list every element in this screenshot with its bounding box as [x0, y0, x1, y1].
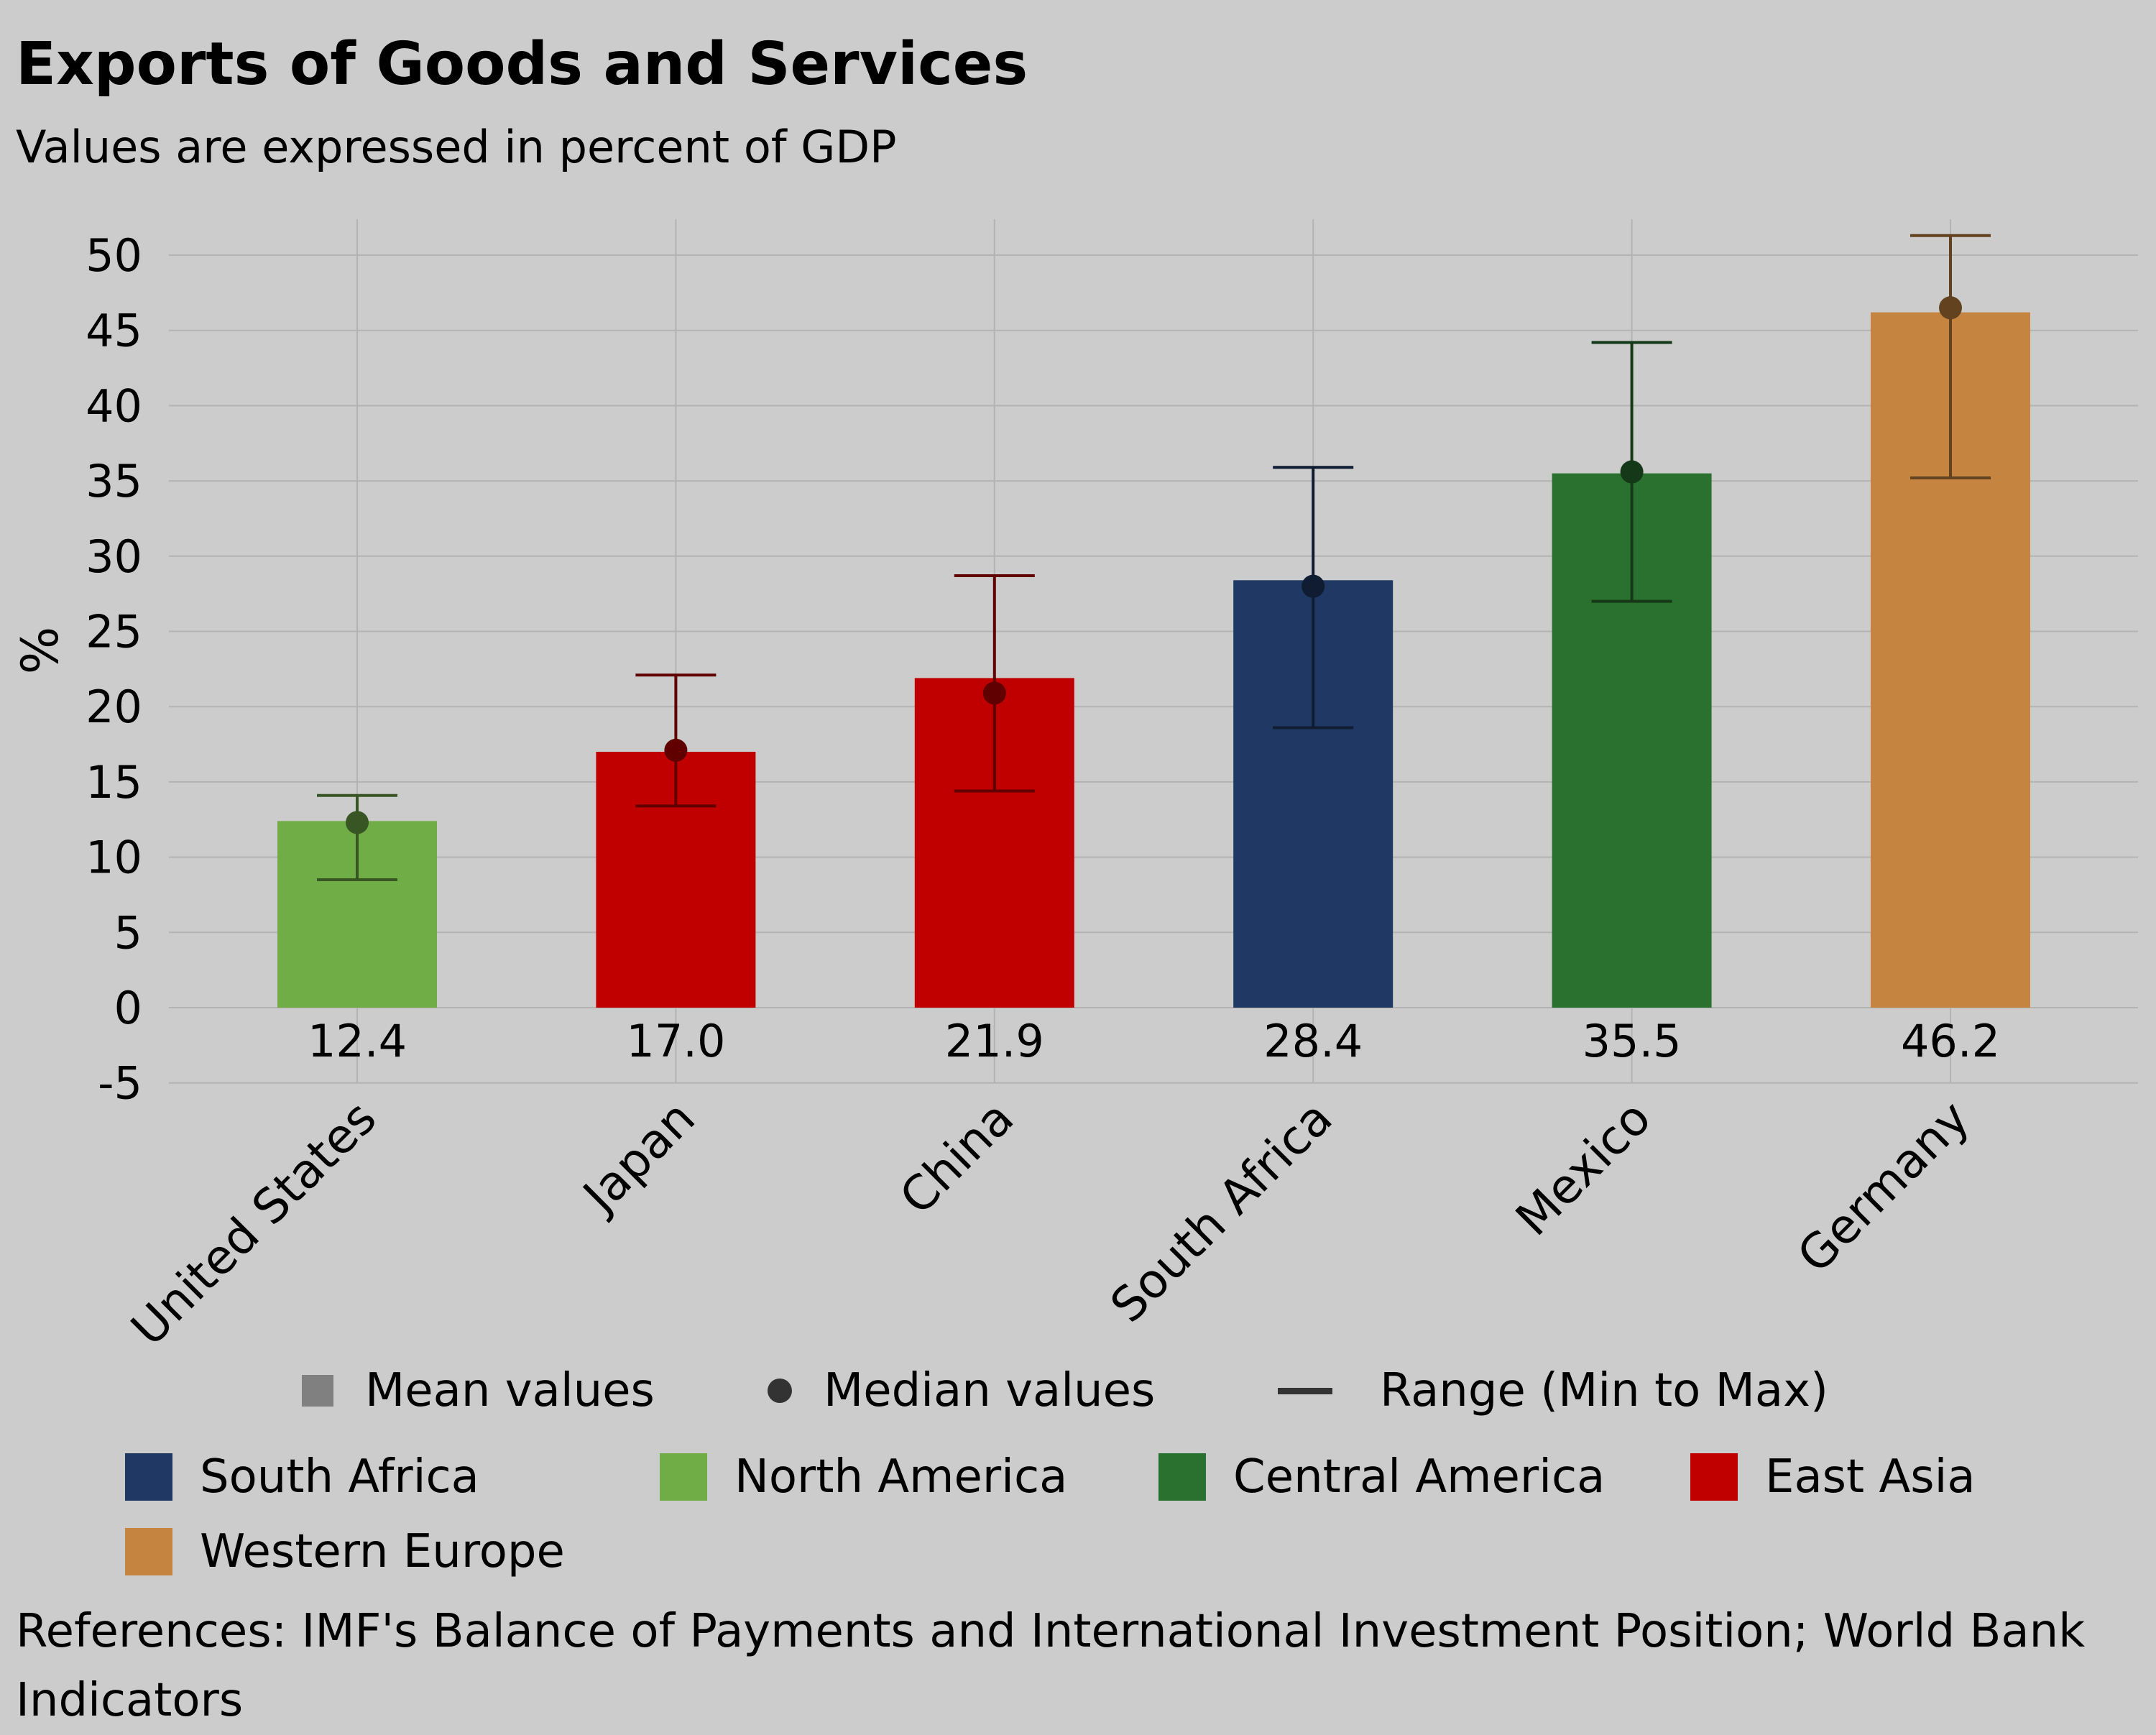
x-tick-label: United States [121, 1090, 387, 1356]
x-tick-label: South Africa [1100, 1090, 1342, 1333]
median-point [664, 738, 688, 762]
y-tick-label: 20 [86, 681, 142, 733]
legend-region-label: Western Europe [200, 1525, 565, 1578]
y-tick-label: 30 [86, 530, 142, 583]
median-point [1939, 296, 1962, 320]
legend-color-swatch [125, 1528, 172, 1575]
range-line-icon [1278, 1387, 1332, 1394]
median-point [982, 681, 1006, 705]
legend-color-swatch [125, 1453, 172, 1501]
value-label: 21.9 [945, 1015, 1044, 1067]
grid-lines [169, 219, 2138, 1084]
y-tick-label: 35 [86, 455, 142, 507]
legend-region-item: East Asia [1690, 1445, 1976, 1509]
y-tick-label: 40 [86, 379, 142, 432]
bars: 12.4 17.0 21.9 28.4 35.5 46.2 [277, 234, 2030, 1067]
legend-region-label: Central America [1233, 1450, 1606, 1504]
median-point [1302, 574, 1325, 598]
x-tick-label: Mexico [1506, 1090, 1662, 1246]
legend-marker-label: Range (Min to Max) [1380, 1364, 1828, 1417]
legend-marker-item: Range (Min to Max) [1278, 1358, 1828, 1423]
y-tick-label: 15 [86, 756, 142, 809]
legend-marker-label: Median values [824, 1364, 1156, 1417]
chart-title: Exports of Goods and Services [16, 30, 1028, 98]
legend-color-swatch [1690, 1453, 1738, 1501]
legend-color-swatch [660, 1453, 707, 1501]
legend-region-label: East Asia [1765, 1450, 1976, 1504]
median-point [1620, 460, 1644, 484]
x-tick-label: Japan [571, 1090, 705, 1225]
mean-square-icon [302, 1375, 333, 1407]
chart-subtitle: Values are expressed in percent of GDP [16, 121, 897, 173]
median-point [346, 811, 369, 834]
legend-marker-label: Mean values [365, 1364, 655, 1417]
value-label: 35.5 [1583, 1015, 1682, 1067]
legend-region-item: Central America [1158, 1445, 1605, 1509]
y-tick-label: 50 [86, 229, 142, 282]
legend-region-item: North America [660, 1445, 1067, 1509]
bar-chart: 12.4 17.0 21.9 28.4 35.5 46.2 -5 0 5 10 15 20 25 30 3… [11, 219, 2138, 1356]
legend-marker-item: Median values [768, 1358, 1155, 1423]
legend-region-label: North America [734, 1450, 1068, 1504]
y-tick-label: 10 [86, 832, 142, 884]
legend-region-item: Western Europe [125, 1519, 565, 1584]
y-tick-label: 0 [114, 982, 142, 1034]
y-tick-label: -5 [98, 1057, 142, 1110]
y-tick-label: 25 [86, 606, 142, 658]
legend-regions: South Africa North America Central America… [0, 1445, 2156, 1588]
y-axis-label: % [11, 627, 70, 675]
x-tick-label: Germany [1787, 1090, 1980, 1284]
references-note: References: IMF's Balance of Payments an… [16, 1605, 2086, 1727]
y-tick-label: 5 [114, 906, 142, 959]
value-label: 12.4 [308, 1015, 407, 1067]
legend-marker-item: Mean values [302, 1358, 655, 1423]
value-label: 17.0 [626, 1015, 725, 1067]
legend-region-label: South Africa [200, 1450, 479, 1504]
legend-region-item: South Africa [125, 1445, 479, 1509]
y-tick-label: 45 [86, 305, 142, 357]
legend-color-swatch [1158, 1453, 1206, 1501]
x-tick-label: China [889, 1090, 1024, 1225]
value-label: 28.4 [1263, 1015, 1363, 1067]
median-dot-icon [768, 1379, 792, 1403]
legend-markers: Mean values Median values Range (Min to Ma… [0, 1358, 2156, 1423]
value-label: 46.2 [1901, 1015, 2000, 1067]
